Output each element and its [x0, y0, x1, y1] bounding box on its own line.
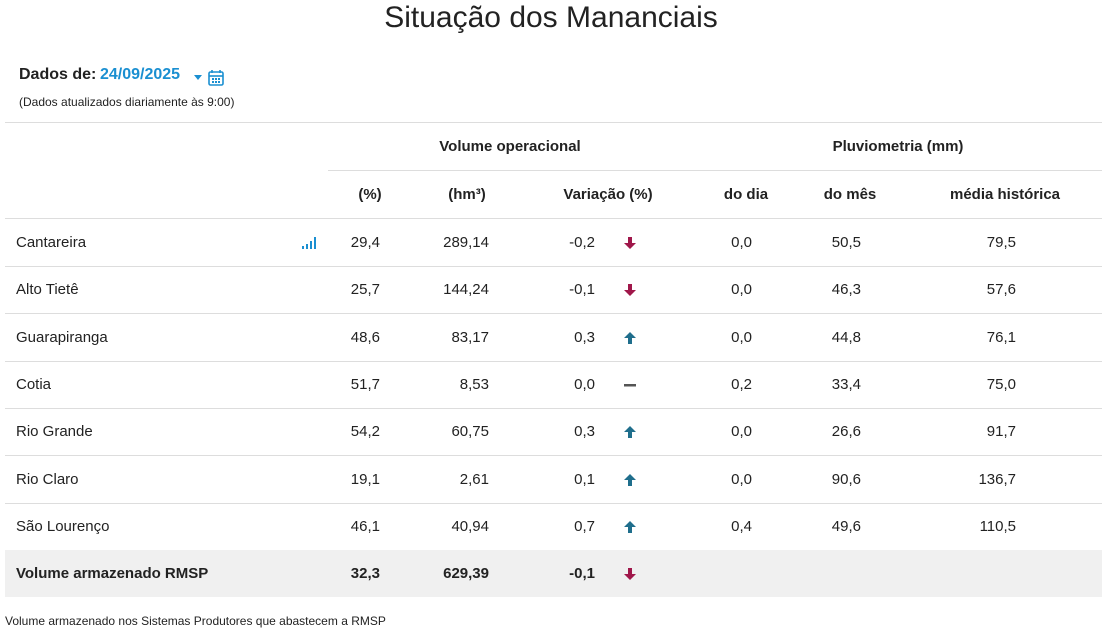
- group-header: Volume operacional: [439, 138, 581, 155]
- table-row: Cotia 51,7 8,53 0,0 0,2 33,4 75,0: [5, 361, 1102, 409]
- cell-value: 48,6: [350, 328, 380, 346]
- cell-value: 0,7: [574, 517, 595, 535]
- row-name: Cantareira: [16, 234, 87, 251]
- cell-value: 32,3: [350, 565, 380, 583]
- chart-icon[interactable]: [302, 236, 318, 250]
- table-row: Rio Claro 19,1 2,61 0,1 0,0 90,6 136,7: [5, 456, 1102, 504]
- trend-icon: [624, 426, 636, 439]
- trend-icon: [624, 331, 636, 344]
- cell-value: 289,14: [443, 234, 489, 251]
- update-note: (Dados atualizados diariamente às 9:00): [19, 95, 235, 109]
- cell-value: 29,4: [350, 234, 380, 251]
- cell-value: 0,2: [731, 375, 752, 393]
- cell-value: 0,3: [574, 328, 595, 346]
- cell-value: 51,7: [350, 375, 380, 393]
- cell-value: 79,5: [986, 234, 1016, 251]
- divider: [5, 122, 1102, 123]
- cell-value: 0,3: [574, 423, 595, 441]
- row-name: Rio Grande: [16, 423, 93, 441]
- date-picker-icons[interactable]: [194, 70, 228, 86]
- cell-value: 2,61: [459, 470, 489, 488]
- cell-value: 19,1: [350, 470, 380, 488]
- cell-value: -0,1: [569, 281, 595, 299]
- cell-value: 136,7: [978, 470, 1016, 488]
- table-row: São Lourenço 46,1 40,94 0,7 0,4 49,6 110,5: [5, 503, 1102, 551]
- cell-value: 76,1: [986, 328, 1016, 346]
- cell-value: 0,4: [731, 517, 752, 535]
- cell-value: 83,17: [451, 328, 489, 346]
- column-header: média histórica: [949, 186, 1061, 203]
- cell-value: 40,94: [451, 517, 489, 535]
- trend-icon: [624, 284, 636, 297]
- cell-value: 60,75: [451, 423, 489, 441]
- page-title: Situação dos Mananciais: [384, 1, 718, 34]
- column-header: do dia: [723, 186, 769, 203]
- cell-value: 49,6: [831, 517, 861, 535]
- trend-icon: [624, 383, 636, 387]
- column-header: (hm³): [448, 186, 486, 203]
- cell-value: 57,6: [986, 281, 1016, 299]
- trend-icon: [624, 473, 636, 486]
- cell-value: -0,1: [569, 565, 595, 583]
- row-name: Volume armazenado RMSP: [16, 565, 209, 583]
- total-row: Volume armazenado RMSP 32,3 629,39 -0,1: [5, 550, 1102, 598]
- date-picker[interactable]: 24/09/2025: [100, 66, 181, 83]
- table-row: Rio Grande 54,2 60,75 0,3 0,0 26,6 91,7: [5, 408, 1102, 457]
- column-header: Variação (%): [563, 186, 653, 203]
- cell-value: 8,53: [459, 375, 489, 393]
- cell-value: 0,0: [731, 328, 752, 346]
- cell-value: 0,0: [731, 281, 752, 299]
- column-header: (%): [358, 186, 382, 203]
- table-row: Alto Tietê 25,7 144,24 -0,1 0,0 46,3 57,6: [5, 266, 1102, 315]
- row-name: São Lourenço: [16, 517, 110, 535]
- cell-value: 0,0: [574, 375, 595, 393]
- trend-icon: [624, 237, 636, 249]
- row-name: Guarapiranga: [16, 328, 108, 346]
- row-name: Alto Tietê: [16, 281, 79, 299]
- cell-value: 44,8: [831, 328, 861, 346]
- cell-value: 90,6: [831, 470, 861, 488]
- cell-value: 0,0: [731, 470, 752, 488]
- trend-icon: [624, 520, 636, 533]
- cell-value: 25,7: [350, 281, 380, 299]
- cell-value: 110,5: [979, 517, 1016, 535]
- cell-value: 0,0: [731, 234, 752, 251]
- cell-value: 46,3: [831, 281, 861, 299]
- column-header: do mês: [823, 186, 877, 203]
- cell-value: 50,5: [831, 234, 861, 251]
- divider: [5, 218, 1102, 219]
- cell-value: 144,24: [443, 281, 489, 299]
- group-header: Pluviometria (mm): [832, 138, 964, 155]
- table-row: Guarapiranga 48,6 83,17 0,3 0,0 44,8 76,1: [5, 314, 1102, 362]
- cell-value: 91,7: [986, 423, 1016, 441]
- footer-note: Volume armazenado nos Sistemas Produtore…: [5, 614, 386, 628]
- cell-value: 629,39: [443, 565, 489, 583]
- cell-value: -0,2: [569, 234, 595, 251]
- table-row: Cantareira 29,4 289,14 -0,2 0,0 50,5 79,5: [5, 219, 1102, 267]
- cell-value: 75,0: [986, 375, 1016, 393]
- cell-value: 0,0: [731, 423, 752, 441]
- cell-value: 26,6: [831, 423, 861, 441]
- date-label: Dados de:: [19, 66, 97, 83]
- cell-value: 46,1: [350, 517, 380, 535]
- cell-value: 33,4: [831, 375, 861, 393]
- cell-value: 0,1: [574, 470, 595, 488]
- row-name: Rio Claro: [16, 470, 79, 488]
- divider: [328, 170, 1102, 171]
- row-name: Cotia: [16, 375, 52, 393]
- cell-value: 54,2: [350, 423, 380, 441]
- trend-icon: [624, 568, 636, 581]
